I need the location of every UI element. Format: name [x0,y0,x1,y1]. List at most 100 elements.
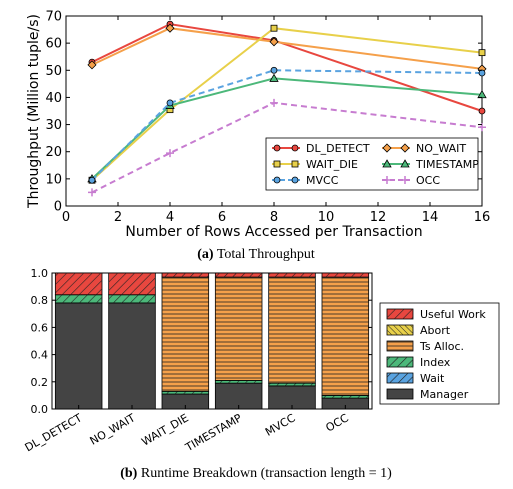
segment-hatch-useful-work [268,273,316,278]
x-tick-label: 14 [422,210,439,225]
point-wait-die [478,49,486,57]
line-wait-die [91,27,483,181]
legend-label: OCC [416,174,440,187]
point-occ [270,98,278,107]
y-tick-label-b: 1.0 [31,267,49,280]
legend-item-ts-alloc: Ts Alloc. [386,340,464,353]
legend-a: DL_DETECT NO_WAIT WAIT_DIE TIMESTAMP MVCC OCC [265,137,479,191]
x-tick-label: 4 [166,210,174,225]
segment-hatch-index [162,391,209,395]
segment-hatch-index [268,383,316,386]
bar-occ [321,272,370,410]
y-tick-label: 60 [45,37,62,52]
legend-marker [291,176,299,184]
legend-marker [273,176,281,184]
point-dl-detect [478,107,486,115]
segment-hatch-index [322,395,369,399]
legend-label: WAIT_DIE [306,158,358,171]
point-wait-die [270,24,278,32]
y-tick-label: 0 [54,200,62,215]
legend-item-index: Index [386,356,451,369]
legend-label: Index [420,356,451,369]
y-tick-label-b: 0.4 [31,349,49,362]
plot-area-b [51,272,373,410]
line-occ [91,101,483,194]
point-mvcc [166,99,174,107]
throughput-line-chart: 0 2 4 6 8 10 12 14 16 0 10 20 30 40 50 60 70 Number of R… [26,10,490,241]
y-tick-label-b: 0.2 [31,376,49,389]
y-tick-label: 70 [45,10,62,25]
legend-label: NO_WAIT [416,142,466,155]
legend-b: Useful Work Abort Ts Alloc. Index Wait Manage… [379,302,500,405]
x-tick-label-b: MVCC [263,411,298,439]
y-tick-label: 40 [45,91,62,106]
point-no-wait [165,23,175,33]
segment-hatch-useful-work [162,273,209,278]
bar-timestamp [214,272,263,410]
legend-swatch-hatch [387,325,413,335]
y-tick-label: 10 [45,172,62,187]
x-tick-label-b: NO_WAIT [88,411,138,447]
bar-no-wait [108,272,156,410]
segment-hatch-ts-alloc [215,277,262,381]
y-axis-label: Throughput (Million tuple/s) [26,14,42,209]
x-tick-label: 10 [318,210,335,225]
legend-marker [400,143,410,153]
legend-item-dl-detect: DL_DETECT [272,142,370,155]
y-tick-label: 30 [45,118,62,133]
legend-marker [273,144,281,152]
segment-manager [54,302,103,410]
y-tick-label: 20 [45,145,62,160]
segment-hatch-ts-alloc [162,277,209,392]
legend-label: Manager [420,388,469,401]
legend-swatch-hatch [387,309,413,319]
x-axis-label: Number of Rows Accessed per Transaction [125,224,422,240]
segment-hatch-useful-work [108,273,156,295]
legend-swatch [386,388,414,400]
series-dl-detect [88,20,486,115]
legend-label: Wait [420,372,445,385]
segment-hatch-useful-work [322,273,369,278]
point-mvcc [270,66,278,74]
segment-hatch-index [55,294,102,303]
segment-hatch-ts-alloc [322,277,369,396]
legend-marker [291,160,299,168]
x-tick-label: 6 [218,210,226,225]
legend-marker [273,160,281,168]
bar-dl-detect [54,272,103,410]
legend-b-box [379,302,500,405]
series-mvcc [88,66,486,184]
point-no-wait [87,60,97,70]
legend-item-wait: Wait [386,372,445,385]
y-tick-label-b: 0.0 [31,403,49,416]
segment-hatch-index [215,380,262,384]
legend-label: Useful Work [420,308,486,321]
bar-mvcc [268,272,316,410]
legend-swatch-hatch [387,341,413,351]
legend-label: Ts Alloc. [419,340,464,353]
legend-label: MVCC [306,174,339,187]
segment-hatch-useful-work [55,273,102,295]
legend-marker [382,159,392,168]
segment-hatch-useful-work [215,273,262,278]
runtime-breakdown-bar-chart: 0.00.20.40.60.81.0DL_DETECT NO_WAIT WAIT_D… [23,267,500,455]
x-tick-label-b: TIMESTAMP [182,411,244,454]
point-timestamp [269,73,279,82]
legend-label: TIMESTAMP [415,158,479,171]
legend-item-abort: Abort [386,324,451,337]
legend-label: Abort [420,324,451,337]
caption-a: (a) Total Throughput [197,247,315,262]
segment-manager [108,302,156,410]
legend-item-useful-work: Useful Work [386,308,486,321]
legend-marker [401,176,409,184]
point-occ [166,149,174,158]
legend-marker [383,176,391,184]
legend-item-wait-die: WAIT_DIE [272,158,358,171]
line-mvcc [91,69,483,181]
segment-hatch-ts-alloc [268,277,316,384]
legend-marker [291,144,299,152]
y-tick-label-b: 0.6 [31,321,49,334]
x-tick-label-b: OCC [324,411,352,434]
legend-item-occ: OCC [382,174,440,187]
